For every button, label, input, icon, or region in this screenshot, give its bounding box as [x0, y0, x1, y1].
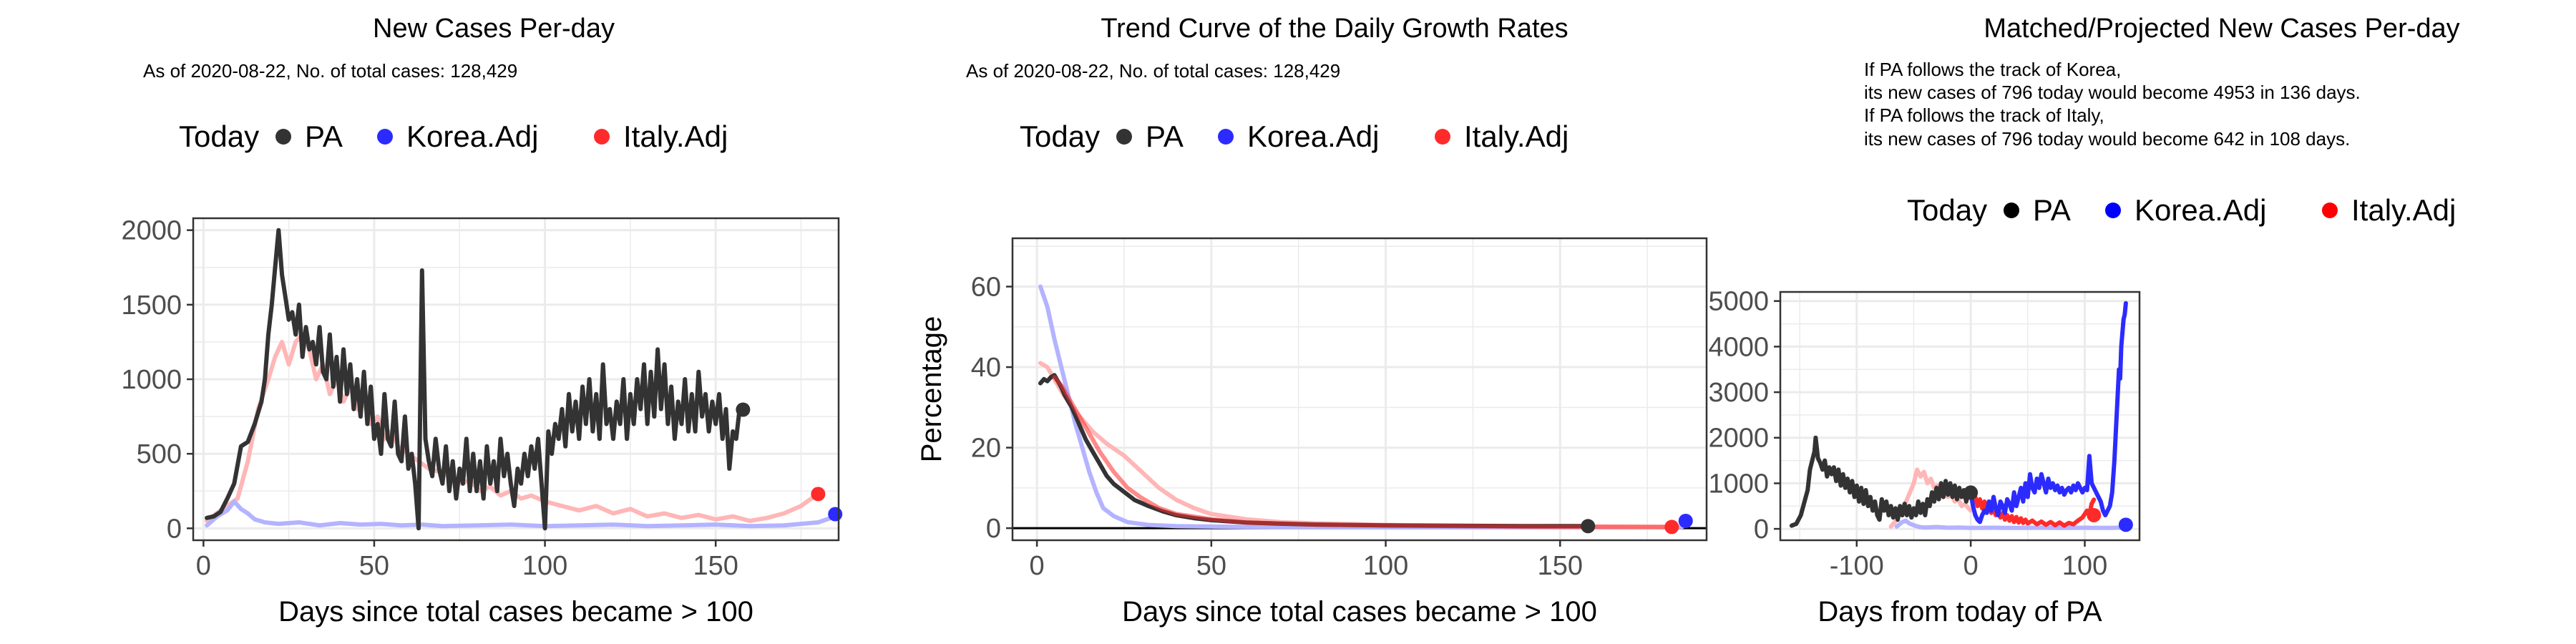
endpoint-marker-korea — [1678, 513, 1693, 528]
y-tick-label: 0 — [167, 514, 182, 544]
y-axis-label: Percentage — [916, 316, 947, 463]
y-tick-label: 2000 — [1708, 424, 1769, 454]
chart-title: Matched/Projected New Cases Per-day — [1984, 14, 2459, 44]
legend-marker — [2004, 203, 2019, 218]
legend-label: Korea.Adj — [2135, 193, 2266, 227]
series-line-korea — [1968, 301, 2128, 525]
legend-label: Italy.Adj — [623, 119, 728, 153]
legend-marker — [2105, 203, 2121, 218]
x-axis-label: Days since total cases became > 100 — [1122, 596, 1597, 628]
x-tick-label: 50 — [359, 551, 389, 581]
legend-label: PA — [2033, 193, 2071, 227]
plot-border — [1011, 237, 1708, 542]
endpoint-marker-korea — [828, 507, 843, 522]
legend-label: Italy.Adj — [2351, 193, 2456, 227]
legend-label: PA — [1146, 119, 1184, 153]
legend-marker — [2322, 203, 2338, 218]
y-tick-label: 4000 — [1708, 332, 1769, 362]
legend-title: Today — [179, 119, 259, 153]
series-line-korea-light — [1894, 518, 2128, 530]
x-tick-label: 150 — [693, 551, 738, 581]
x-tick-label: 100 — [1363, 551, 1408, 581]
endpoint-marker-pa — [736, 402, 751, 417]
y-tick-label: 0 — [986, 514, 1001, 544]
series-line-italy-light — [1038, 361, 1667, 530]
y-tick-label: 0 — [1754, 514, 1769, 545]
x-tick-label: 100 — [522, 551, 567, 581]
series-line-pa — [1789, 435, 1974, 528]
legend-marker — [594, 129, 610, 145]
legend-label: Korea.Adj — [1247, 119, 1379, 153]
chart-subtitle: If PA follows the track of Italy, — [1864, 104, 2104, 126]
legend-marker — [1218, 129, 1234, 145]
y-tick-label: 60 — [971, 273, 1001, 303]
legend-marker — [1116, 129, 1132, 145]
x-tick-label: -100 — [1830, 551, 1884, 581]
chart-subtitle: As of 2020-08-22, No. of total cases: 12… — [966, 60, 1340, 82]
plot-border — [1779, 291, 2141, 542]
endpoint-marker-italy — [2087, 507, 2102, 522]
series-line-korea-light — [205, 499, 838, 529]
endpoint-marker-italy — [1664, 519, 1679, 535]
endpoint-marker-italy — [811, 487, 826, 502]
endpoint-marker-korea — [2118, 517, 2133, 532]
legend: Today PA Korea.Adj Italy.Adj — [1907, 193, 2456, 227]
endpoint-marker-pa — [1581, 519, 1596, 534]
x-axis-label: Days since total cases became > 100 — [278, 596, 753, 628]
grid — [1013, 238, 1707, 540]
legend-title: Today — [1907, 193, 1987, 227]
x-tick-label: 0 — [196, 551, 211, 581]
legend: Today PA Korea.Adj Italy.Adj — [1020, 119, 1568, 153]
y-tick-label: 40 — [971, 353, 1001, 383]
chart-subtitle: its new cases of 796 today would become … — [1864, 128, 2350, 150]
legend-title: Today — [1020, 119, 1100, 153]
y-tick-label: 500 — [137, 439, 182, 469]
y-tick-label: 1500 — [121, 291, 182, 321]
x-tick-label: 100 — [2062, 551, 2107, 581]
endpoint-marker-pa — [1963, 485, 1979, 500]
series-line-korea-light — [1038, 284, 1684, 530]
series-line-italy — [1052, 375, 1667, 530]
panel-new-cases: New Cases Per-day As of 2020-08-22, No. o… — [121, 14, 843, 628]
legend-marker — [1435, 129, 1450, 145]
chart-title: Trend Curve of the Daily Growth Rates — [1101, 14, 1568, 44]
y-tick-label: 2000 — [121, 216, 182, 246]
legend-marker — [275, 129, 291, 145]
panel-projected-cases: Matched/Projected New Cases Per-day If PA… — [1708, 14, 2459, 628]
chart-subtitle: its new cases of 796 today would become … — [1864, 82, 2361, 103]
series-line-pa — [205, 228, 746, 531]
chart-subtitle: If PA follows the track of Korea, — [1864, 59, 2121, 80]
legend: Today PA Korea.Adj Italy.Adj — [179, 119, 728, 153]
chart-subtitle: As of 2020-08-22, No. of total cases: 12… — [143, 60, 517, 82]
y-tick-label: 1000 — [121, 365, 182, 395]
legend-label: Italy.Adj — [1464, 119, 1568, 153]
y-tick-label: 1000 — [1708, 469, 1769, 499]
x-axis-label: Days from today of PA — [1818, 596, 2102, 628]
x-tick-label: 150 — [1538, 551, 1583, 581]
y-tick-label: 3000 — [1708, 378, 1769, 408]
chart-title: New Cases Per-day — [373, 14, 615, 44]
panel-growth-rates: Trend Curve of the Daily Growth Rates As … — [916, 14, 1708, 628]
x-tick-label: 0 — [1963, 551, 1979, 581]
x-tick-label: 50 — [1196, 551, 1226, 581]
x-tick-label: 0 — [1030, 551, 1045, 581]
legend-label: Korea.Adj — [406, 119, 538, 153]
series-line-pa — [1038, 373, 1591, 529]
legend-marker — [377, 129, 393, 145]
legend-label: PA — [305, 119, 343, 153]
y-tick-label: 20 — [971, 434, 1001, 464]
y-tick-label: 5000 — [1708, 287, 1769, 317]
